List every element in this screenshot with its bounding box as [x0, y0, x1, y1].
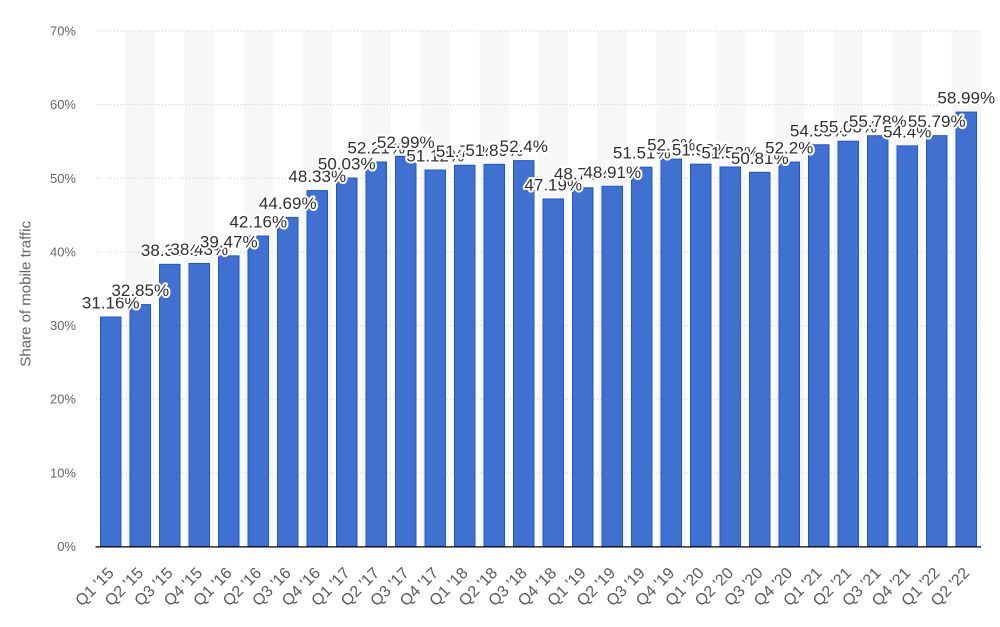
svg-text:50.03%: 50.03%	[318, 155, 376, 174]
svg-text:38.43%: 38.43%	[170, 240, 228, 259]
svg-text:54.55%: 54.55%	[790, 121, 848, 140]
svg-text:51.53%: 51.53%	[701, 144, 759, 163]
svg-text:52.4%: 52.4%	[500, 137, 548, 156]
svg-text:52.6%: 52.6%	[647, 136, 695, 155]
svg-text:48.71%: 48.71%	[554, 164, 612, 183]
svg-text:70%: 70%	[50, 24, 76, 39]
svg-text:40%: 40%	[50, 244, 76, 259]
svg-text:50.81%: 50.81%	[731, 149, 789, 168]
svg-text:39.47%: 39.47%	[200, 232, 258, 251]
svg-text:55.78%: 55.78%	[849, 112, 907, 131]
svg-text:60%: 60%	[50, 97, 76, 112]
svg-text:52.2%: 52.2%	[765, 139, 813, 158]
svg-text:50%: 50%	[50, 171, 76, 186]
svg-text:51.77%: 51.77%	[436, 142, 494, 161]
svg-text:51.12%: 51.12%	[406, 147, 464, 166]
svg-text:48.33%: 48.33%	[288, 167, 346, 186]
svg-text:44.69%: 44.69%	[259, 194, 317, 213]
svg-text:31.16%: 31.16%	[82, 294, 140, 313]
svg-text:52.21%: 52.21%	[347, 139, 405, 158]
svg-text:55.03%: 55.03%	[819, 118, 877, 137]
svg-text:20%: 20%	[50, 392, 76, 407]
svg-text:58.99%: 58.99%	[937, 89, 995, 108]
svg-text:42.16%: 42.16%	[229, 213, 287, 232]
svg-text:38.32%: 38.32%	[141, 241, 199, 260]
svg-text:0%: 0%	[57, 539, 76, 554]
svg-text:30%: 30%	[50, 318, 76, 333]
svg-text:32.85%: 32.85%	[111, 281, 169, 300]
svg-text:51.51%: 51.51%	[613, 144, 671, 163]
svg-text:Share of mobile traffic: Share of mobile traffic	[18, 220, 35, 366]
svg-text:55.79%: 55.79%	[908, 112, 966, 131]
svg-text:51.92%: 51.92%	[672, 141, 730, 160]
svg-text:47.19%: 47.19%	[524, 175, 582, 194]
svg-text:52.99%: 52.99%	[377, 133, 435, 152]
svg-text:10%: 10%	[50, 465, 76, 480]
svg-text:48.91%: 48.91%	[583, 163, 641, 182]
svg-text:51.89%: 51.89%	[465, 141, 523, 160]
svg-text:54.4%: 54.4%	[883, 122, 931, 141]
